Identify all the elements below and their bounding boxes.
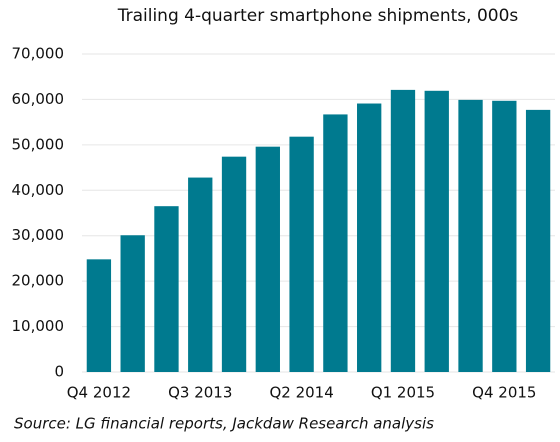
bar: [323, 114, 348, 373]
x-tick-label: Q4 2015: [472, 384, 536, 402]
source-note: Source: LG financial reports, Jackdaw Re…: [14, 415, 434, 433]
bar: [188, 177, 213, 372]
y-tick-label: 50,000: [12, 135, 65, 153]
y-tick-label: 20,000: [12, 272, 65, 290]
bar: [154, 206, 179, 372]
y-tick-label: 10,000: [12, 317, 65, 335]
y-tick-label: 70,000: [12, 45, 65, 63]
bar: [492, 100, 517, 372]
y-tick-label: 40,000: [12, 181, 65, 199]
x-tick-label: Q4 2012: [67, 384, 131, 402]
x-tick-label: Q2 2014: [269, 384, 333, 402]
x-tick-label: Q1 2015: [371, 384, 435, 402]
bar: [424, 90, 449, 372]
chart-title: Trailing 4-quarter smartphone shipments,…: [117, 6, 519, 26]
bar: [120, 235, 145, 372]
bar: [357, 103, 382, 372]
x-tick-label: Q3 2013: [168, 384, 232, 402]
y-tick-label: 60,000: [12, 90, 65, 108]
y-tick-label: 30,000: [12, 226, 65, 244]
bar: [289, 136, 314, 372]
bar: [255, 146, 280, 372]
bar: [458, 99, 483, 372]
bar: [221, 156, 247, 372]
bar: [86, 259, 112, 372]
bar: [525, 109, 551, 373]
bar: [390, 89, 416, 372]
y-tick-label: 0: [54, 363, 64, 381]
